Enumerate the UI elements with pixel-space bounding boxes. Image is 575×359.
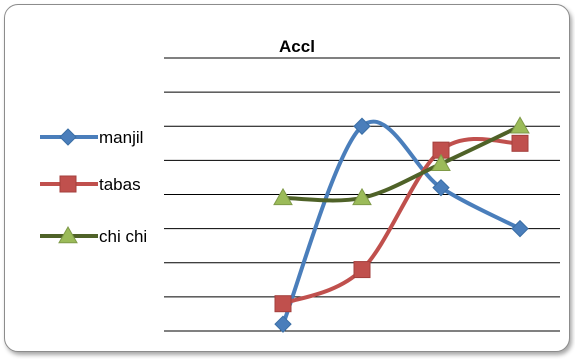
legend-item-chi-chi: chi chi [40, 225, 147, 246]
data-point-manjil-3 [432, 178, 450, 197]
chart-area [4, 4, 570, 352]
series-chi-chi [273, 116, 530, 206]
legend-label-chi-chi: chi chi [99, 227, 147, 246]
data-point-tabas-1 [274, 295, 292, 313]
data-point-manjil-4 [511, 219, 529, 238]
data-point-tabas-2 [353, 261, 371, 279]
gridlines [164, 57, 560, 332]
legend: manjil tabas chi chi [40, 128, 147, 246]
series-line-manjil [281, 119, 522, 327]
data-point-chi-chi-3 [431, 153, 451, 172]
series-line-tabas [281, 136, 522, 306]
series-manjil [274, 117, 529, 333]
legend-marker-tabas [59, 175, 77, 193]
data-point-chi-chi-1 [273, 187, 293, 206]
series-layer [273, 116, 530, 333]
legend-label-tabas: tabas [99, 175, 141, 194]
legend-item-tabas: tabas [40, 175, 141, 194]
series-line-chi-chi [281, 124, 522, 203]
data-point-chi-chi-4 [510, 116, 530, 134]
legend-item-manjil: manjil [40, 128, 143, 147]
data-point-manjil-2 [353, 117, 371, 135]
data-point-tabas-4 [511, 134, 529, 152]
legend-label-manjil: manjil [99, 128, 143, 147]
series-tabas [274, 134, 529, 313]
data-point-manjil-1 [274, 315, 292, 333]
legend-marker-chi-chi [58, 225, 78, 244]
legend-marker-manjil [59, 128, 77, 146]
data-point-chi-chi-2 [352, 187, 372, 206]
chart-title: Accl [279, 37, 315, 56]
